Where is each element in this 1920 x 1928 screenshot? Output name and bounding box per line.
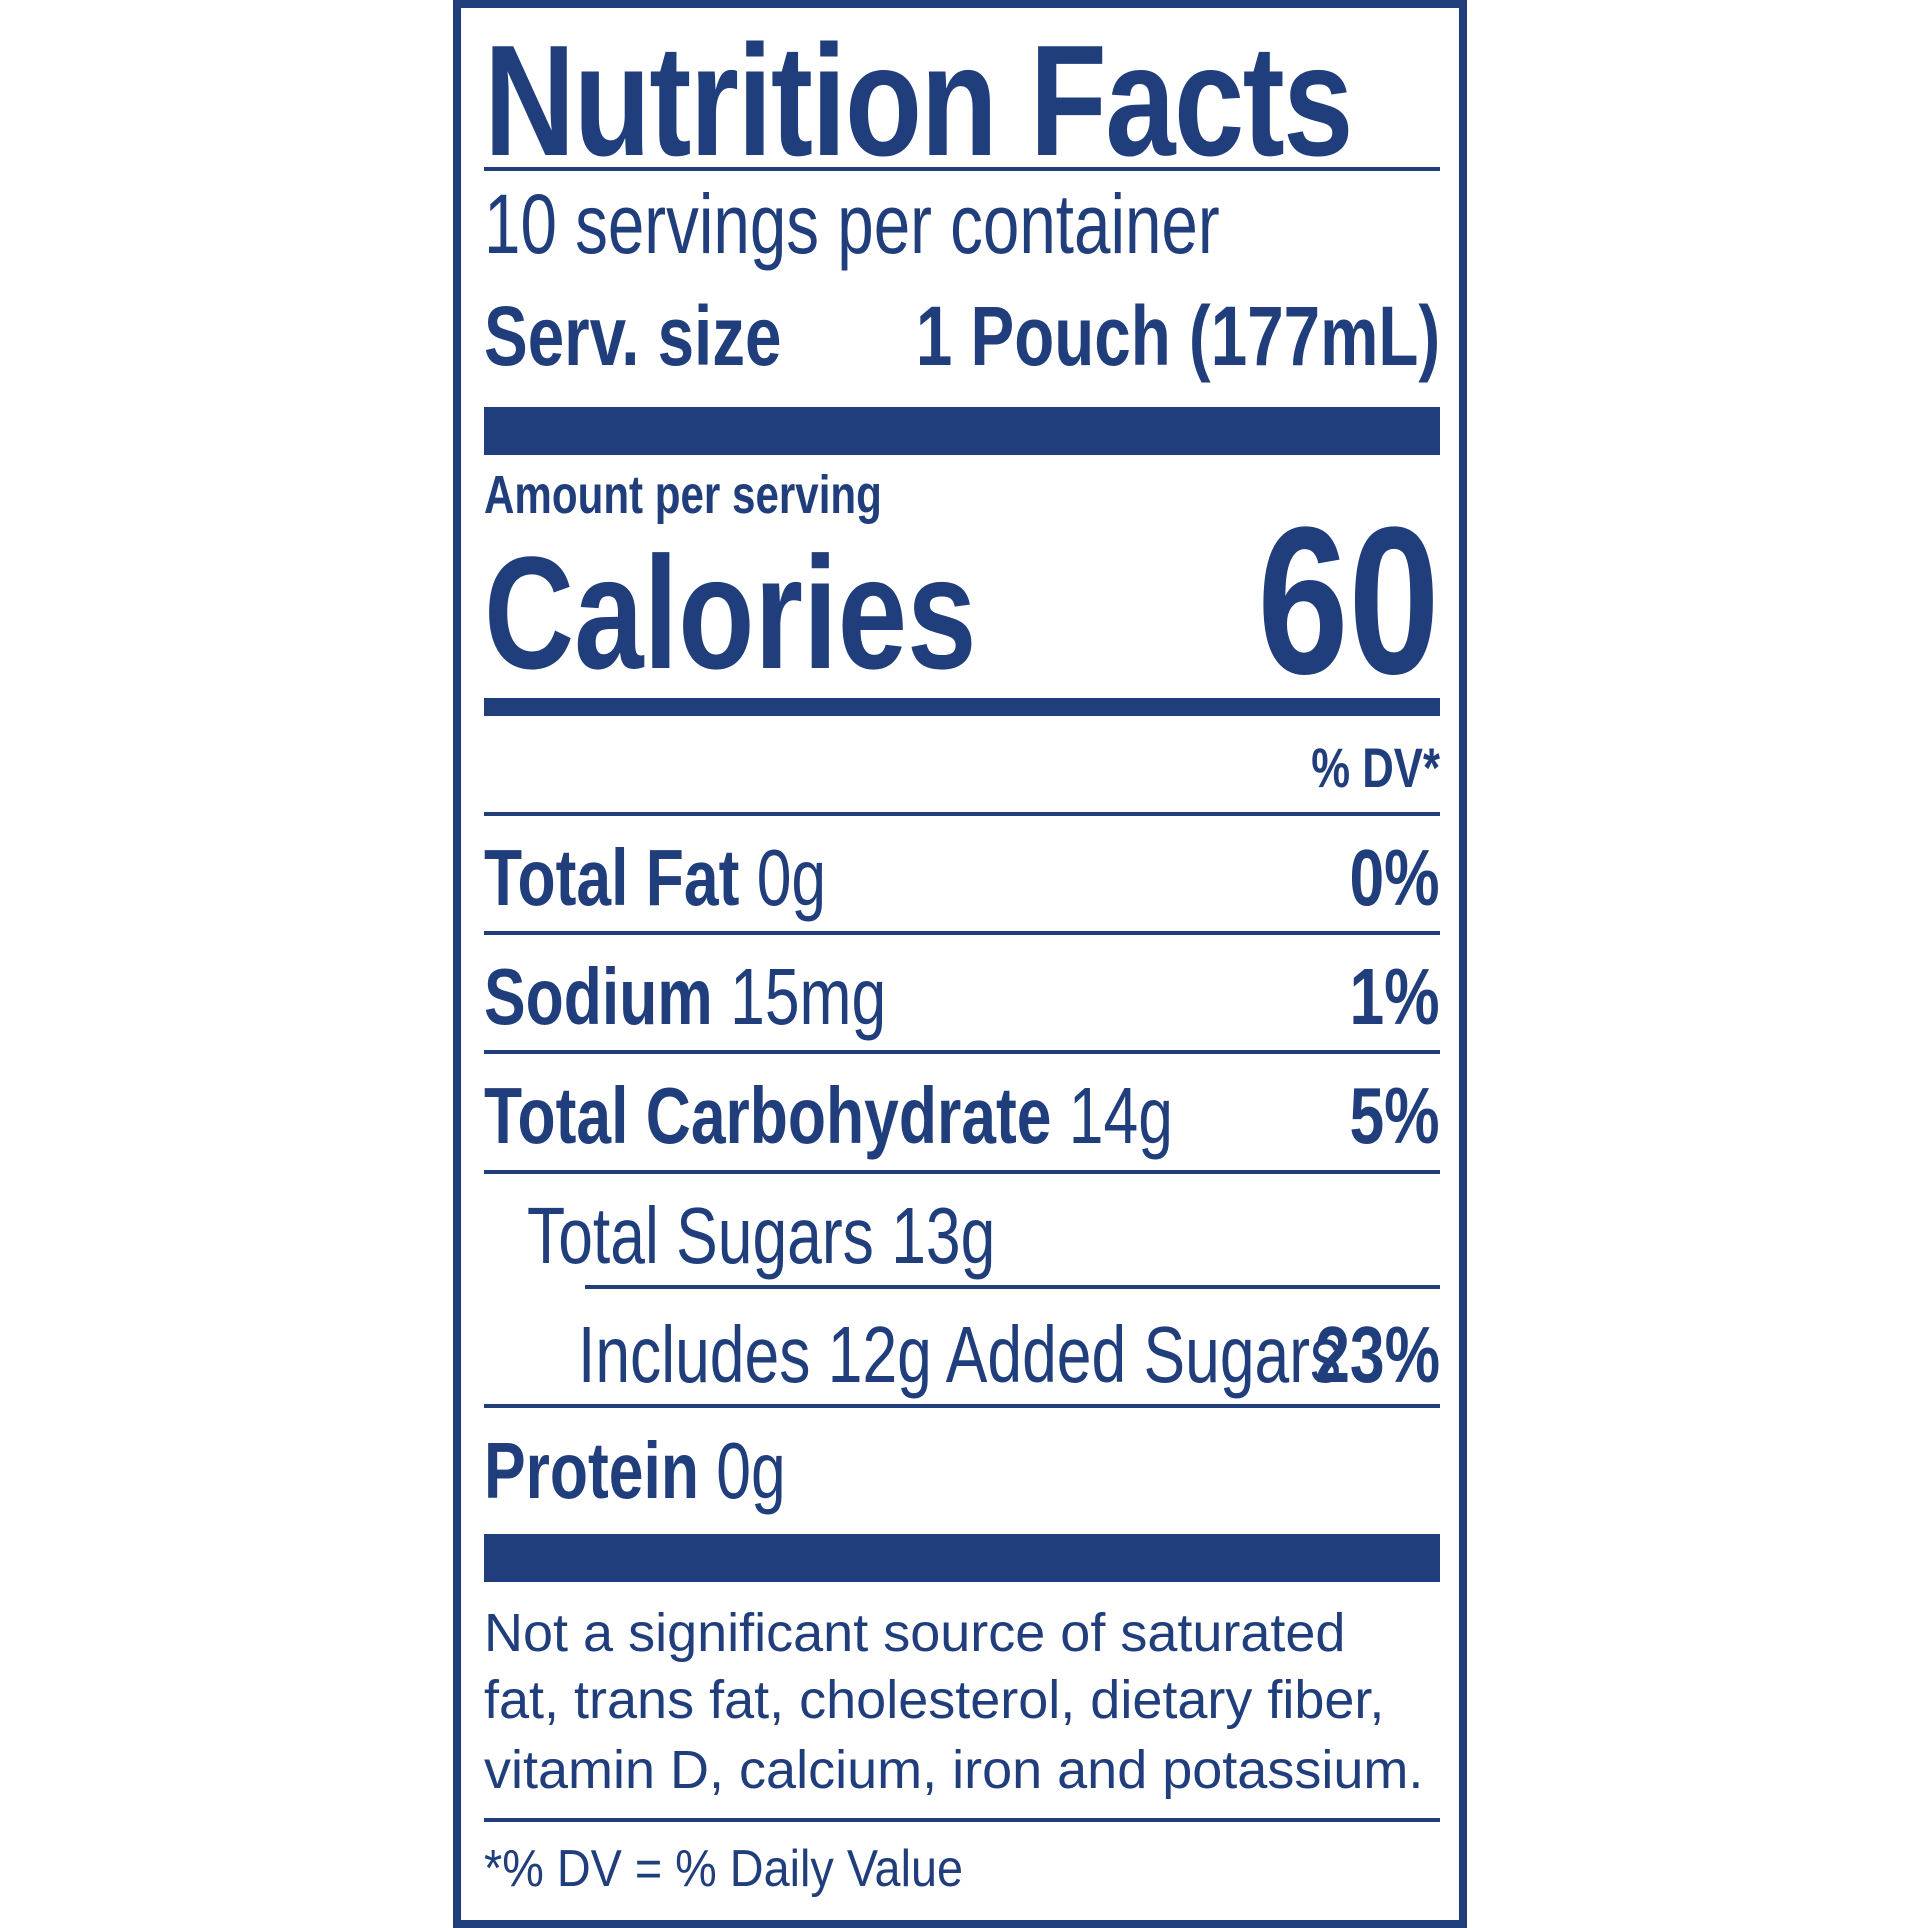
- divider: [484, 1404, 1440, 1408]
- thick-divider: [484, 1534, 1440, 1582]
- footnote-line: Not a significant source of saturated: [484, 1603, 1346, 1663]
- nutrient-amount: 15mg: [730, 952, 887, 1041]
- nutrient-name: Total Carbohydrate: [484, 1071, 1052, 1160]
- nutrient-dv: 1%: [1349, 952, 1440, 1041]
- nutrient-row-total-carbohydrate: Total Carbohydrate 14g: [484, 1076, 1173, 1156]
- nutrient-amount: 0g: [756, 833, 827, 922]
- divider: [484, 1818, 1440, 1822]
- calories-value: 60: [1257, 483, 1440, 718]
- footnote-line: vitamin D, calcium, iron and potassium.: [484, 1740, 1424, 1800]
- nutrient-dv: 23%: [1315, 1310, 1440, 1399]
- servings-per-container: 10 servings per container: [484, 177, 1220, 271]
- divider: [484, 931, 1440, 935]
- nutrient-amount: 14g: [1068, 1071, 1173, 1160]
- label-title: Nutrition Facts: [484, 13, 1353, 189]
- nutrient-dv: 0%: [1349, 833, 1440, 922]
- amount-per-serving: Amount per serving: [484, 465, 882, 525]
- nutrient-name: Sodium: [484, 952, 713, 1041]
- divider: [484, 167, 1440, 171]
- nutrient-amount: 0g: [716, 1426, 786, 1515]
- thick-divider: [484, 407, 1440, 455]
- divider: [484, 812, 1440, 816]
- divider: [484, 1170, 1440, 1174]
- dv-header: % DV*: [1311, 736, 1440, 799]
- divider: [585, 1285, 1440, 1289]
- nutrient-row-sodium: Sodium 15mg: [484, 957, 886, 1037]
- nutrient-row-total-fat: Total Fat 0g: [484, 838, 826, 918]
- nutrient-row-total-sugars: Total Sugars 13g: [527, 1191, 996, 1280]
- nutrient-row-added-sugars: Includes 12g Added Sugars: [578, 1310, 1342, 1399]
- serving-size-label: Serv. size: [484, 289, 782, 383]
- dv-definition: *% DV = % Daily Value: [484, 1840, 964, 1898]
- nutrient-row-protein: Protein 0g: [484, 1431, 786, 1511]
- calories-label: Calories: [484, 523, 977, 702]
- nutrient-name: Protein: [484, 1426, 699, 1515]
- serving-size-value: 1 Pouch (177mL): [915, 289, 1440, 383]
- footnote-line: fat, trans fat, cholesterol, dietary fib…: [484, 1670, 1385, 1730]
- divider: [484, 1050, 1440, 1054]
- medium-divider: [484, 698, 1440, 716]
- nutrient-name: Total Fat: [484, 833, 740, 922]
- nutrient-dv: 5%: [1349, 1071, 1440, 1160]
